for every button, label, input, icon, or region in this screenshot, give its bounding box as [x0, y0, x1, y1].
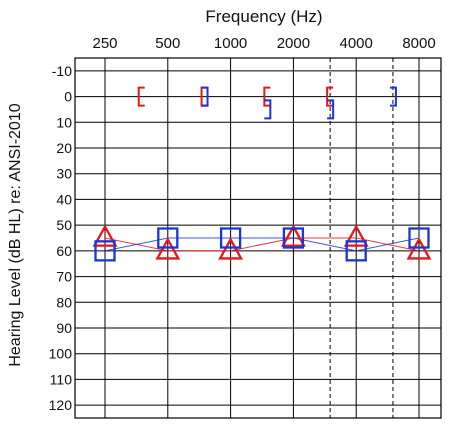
data-marks-layer — [92, 86, 432, 262]
y-tick-label: 0 — [64, 89, 72, 105]
triangle-marker — [218, 237, 244, 260]
y-tick-label: 70 — [56, 269, 72, 285]
open-bracket-marker — [326, 86, 334, 107]
triangle-marker — [92, 224, 118, 247]
y-tick-label: -10 — [52, 63, 72, 79]
open-bracket-marker — [263, 86, 271, 107]
close-bracket-marker — [264, 99, 272, 120]
square-marker — [282, 227, 305, 249]
x-tick-label: 4000 — [340, 35, 373, 52]
x-tick-label: 8000 — [402, 35, 435, 52]
tick-labels-layer: -10 0 10 20 30 40 50 60 70 80 90 100 110 120 250 500 100… — [49, 35, 436, 413]
close-bracket-marker — [389, 86, 397, 107]
y-tick-label: 80 — [56, 294, 72, 310]
close-bracket-marker — [327, 99, 335, 120]
x-tick-label: 1000 — [214, 35, 247, 52]
y-tick-label: 50 — [56, 217, 72, 233]
y-tick-label: 110 — [50, 371, 73, 387]
y-axis-label: Hearing Level (dB HL) re: ANSI-2010 — [7, 103, 24, 366]
triangle-marker — [280, 224, 306, 247]
x-tick-label: 250 — [92, 35, 117, 52]
y-tick-label: 120 — [49, 397, 73, 413]
y-tick-label: 10 — [56, 114, 72, 130]
open-bracket-marker — [137, 86, 145, 107]
triangle-marker — [406, 237, 432, 260]
y-tick-label: 20 — [56, 140, 72, 156]
square-marker — [345, 240, 367, 262]
square-marker — [157, 227, 179, 249]
triangle-marker — [155, 237, 181, 260]
close-bracket-marker — [201, 86, 209, 107]
square-marker — [408, 227, 430, 249]
x-tick-label: 500 — [155, 35, 180, 52]
chart-title: Frequency (Hz) — [205, 7, 322, 26]
x-tick-label: 2000 — [277, 35, 310, 52]
square-marker — [94, 240, 116, 262]
y-tick-label: 100 — [49, 346, 73, 362]
y-tick-label: 40 — [56, 191, 72, 207]
triangle-marker — [343, 224, 369, 247]
triangle-series-line — [104, 237, 420, 252]
y-tick-label: 60 — [56, 243, 72, 259]
y-tick-label: 30 — [56, 166, 72, 182]
y-tick-label: 90 — [56, 320, 72, 336]
square-marker — [219, 227, 242, 249]
